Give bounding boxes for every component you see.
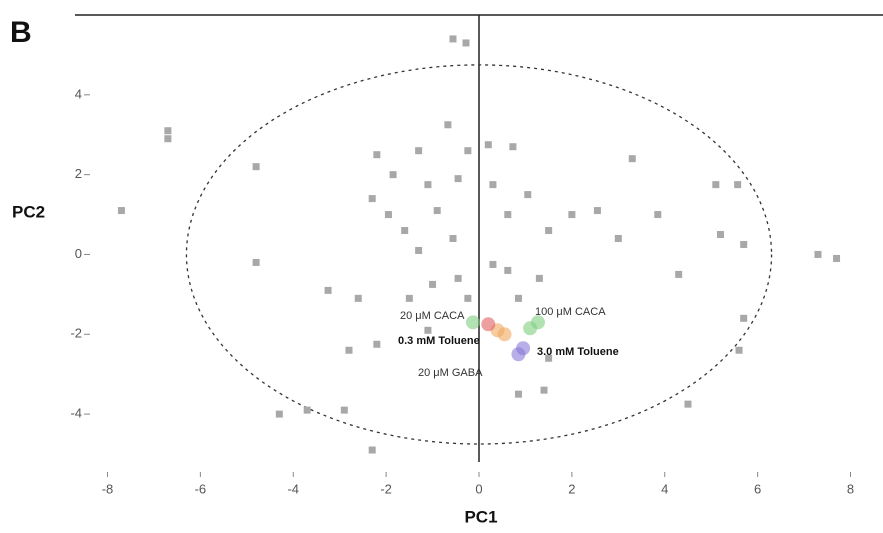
point (740, 314, 748, 322)
point (424, 326, 432, 334)
point (593, 207, 601, 215)
x-tick-label: 0 (475, 481, 482, 496)
point (345, 346, 353, 354)
point (384, 211, 392, 219)
x-tick-label: 4 (661, 481, 668, 496)
point (444, 121, 452, 129)
point (540, 386, 548, 394)
confidence-ellipse (185, 64, 773, 445)
point (628, 155, 636, 163)
point (504, 211, 512, 219)
point (449, 35, 457, 43)
point (424, 181, 432, 189)
point (340, 406, 348, 414)
point (712, 181, 720, 189)
point (833, 254, 841, 262)
point (514, 390, 522, 398)
y-tick-label: 2 (75, 166, 82, 181)
point (464, 147, 472, 155)
point (509, 143, 517, 151)
point (481, 317, 496, 332)
point (454, 175, 462, 183)
annotation: 0.3 mM Toluene (398, 335, 480, 347)
x-tick-label: 8 (847, 481, 854, 496)
x-tick-label: -4 (287, 481, 299, 496)
point (514, 294, 522, 302)
point (415, 147, 423, 155)
point (368, 446, 376, 454)
point (675, 270, 683, 278)
point (734, 181, 742, 189)
point (545, 354, 553, 362)
point (405, 294, 413, 302)
point (429, 280, 437, 288)
point (504, 266, 512, 274)
point (252, 163, 260, 171)
y-axis-title: PC2 (12, 202, 45, 221)
point (740, 240, 748, 248)
point (614, 235, 622, 242)
point (462, 39, 470, 47)
point (389, 171, 397, 179)
point (373, 151, 381, 159)
point (368, 195, 376, 203)
y-tick-label: -4 (70, 406, 82, 421)
point (484, 141, 492, 149)
point (117, 207, 125, 215)
point (303, 406, 311, 414)
point (354, 294, 362, 302)
point (814, 250, 822, 258)
y-tick-label: 4 (75, 86, 82, 101)
point (516, 341, 531, 356)
point (545, 227, 553, 235)
y-tick-label: 0 (75, 246, 82, 261)
point (735, 346, 743, 354)
point (523, 321, 538, 336)
point (449, 235, 457, 242)
point (433, 207, 441, 215)
point (684, 400, 692, 408)
point (524, 191, 532, 199)
point (415, 246, 423, 254)
point (164, 127, 172, 135)
x-tick-label: 6 (754, 481, 761, 496)
point (164, 135, 172, 143)
annotation: 100 μM CACA (535, 306, 606, 318)
annotation: 20 μM GABA (418, 367, 483, 379)
point (654, 211, 662, 219)
point (373, 340, 381, 348)
point (252, 258, 260, 266)
x-tick-label: -8 (102, 481, 114, 496)
point (324, 286, 332, 294)
point (568, 211, 576, 219)
annotation: 20 μM CACA (400, 310, 465, 322)
x-axis-title: PC1 (464, 507, 497, 526)
panel-label: B (10, 16, 32, 49)
point (275, 410, 283, 418)
point (497, 327, 512, 342)
point (454, 274, 462, 282)
point (464, 294, 472, 302)
point (716, 231, 724, 239)
annotation: 3.0 mM Toluene (537, 346, 619, 358)
point (535, 274, 543, 282)
point (489, 260, 497, 268)
x-tick-label: -2 (380, 481, 392, 496)
point (401, 227, 409, 235)
x-tick-label: 2 (568, 481, 575, 496)
point (489, 181, 497, 189)
point (465, 315, 480, 330)
x-tick-label: -6 (195, 481, 207, 496)
y-tick-label: -2 (70, 326, 82, 341)
